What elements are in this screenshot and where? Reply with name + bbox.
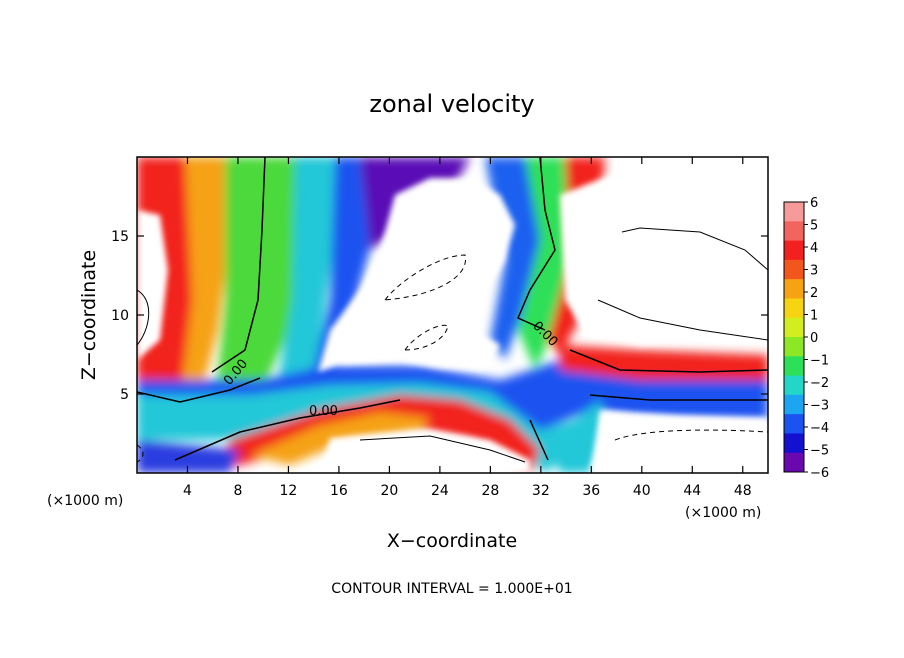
chart-title: zonal velocity bbox=[369, 90, 534, 118]
contour-lines bbox=[137, 157, 768, 463]
colorbar-swatch bbox=[784, 240, 804, 261]
colorbar-swatch bbox=[784, 414, 804, 434]
colorbar-tick-label: 3 bbox=[810, 264, 818, 279]
colorbar-tick-label: 2 bbox=[810, 286, 818, 301]
colorbar-swatch bbox=[784, 279, 804, 299]
x-axis-ticks: 4 8 12 16 20 24 28 32 36 40 44 48 bbox=[183, 157, 752, 499]
x-unit-label-left: (×1000 m) bbox=[47, 493, 123, 509]
colorbar-swatch bbox=[784, 298, 804, 319]
colorbar-tick-label: 1 bbox=[810, 309, 818, 324]
x-tick-label: 32 bbox=[532, 483, 550, 499]
colorbar-swatch bbox=[784, 452, 804, 473]
colorbar-tick-label: −6 bbox=[810, 466, 829, 481]
x-tick-label: 24 bbox=[431, 483, 449, 499]
x-tick-label: 44 bbox=[683, 483, 701, 499]
y-axis-ticks: 5 10 15 bbox=[111, 229, 768, 403]
contour-interval-note: CONTOUR INTERVAL = 1.000E+01 bbox=[331, 581, 572, 597]
colorbar-tick-label: −5 bbox=[810, 444, 829, 459]
colorbar-tick-label: −3 bbox=[810, 399, 829, 414]
y-tick-label: 15 bbox=[111, 229, 129, 245]
x-unit-label-right: (×1000 m) bbox=[685, 505, 761, 521]
y-axis-title: Z−coordinate bbox=[78, 250, 100, 380]
colorbar-swatch bbox=[784, 317, 804, 338]
colorbar-tick-label: 4 bbox=[810, 241, 818, 256]
colorbar-swatch bbox=[784, 221, 804, 242]
colorbar-swatch bbox=[784, 337, 804, 357]
heatmap-field bbox=[137, 157, 768, 473]
colorbar-tick-label: −2 bbox=[810, 376, 829, 391]
colorbar-tick-label: −1 bbox=[810, 354, 829, 369]
colorbar-swatch bbox=[784, 356, 804, 377]
colorbar-swatch bbox=[784, 375, 804, 396]
y-tick-label: 10 bbox=[111, 308, 129, 324]
x-tick-label: 4 bbox=[183, 483, 192, 499]
colorbar-swatch bbox=[784, 433, 804, 454]
colorbar-tick-label: 6 bbox=[810, 196, 818, 211]
colorbar-tick-label: 0 bbox=[810, 331, 818, 346]
colorbar-swatch bbox=[784, 202, 804, 222]
x-tick-label: 20 bbox=[380, 483, 398, 499]
x-tick-label: 12 bbox=[280, 483, 298, 499]
x-axis-title: X−coordinate bbox=[387, 530, 517, 552]
x-tick-label: 36 bbox=[582, 483, 600, 499]
x-tick-label: 28 bbox=[481, 483, 499, 499]
colorbar-swatch bbox=[784, 394, 804, 415]
colorbar: 6 5 4 3 2 1 0 −1 −2 −3 −4 −5 −6 bbox=[783, 196, 829, 481]
x-tick-label: 16 bbox=[330, 483, 348, 499]
contour-label: 0.00 bbox=[309, 404, 338, 419]
colorbar-tick-label: 5 bbox=[810, 219, 818, 234]
colorbar-swatch bbox=[784, 259, 804, 280]
x-tick-label: 40 bbox=[633, 483, 651, 499]
colorbar-tick-label: −4 bbox=[810, 421, 829, 436]
x-tick-label: 48 bbox=[734, 483, 752, 499]
y-tick-label: 5 bbox=[120, 387, 129, 403]
x-tick-label: 8 bbox=[233, 483, 242, 499]
